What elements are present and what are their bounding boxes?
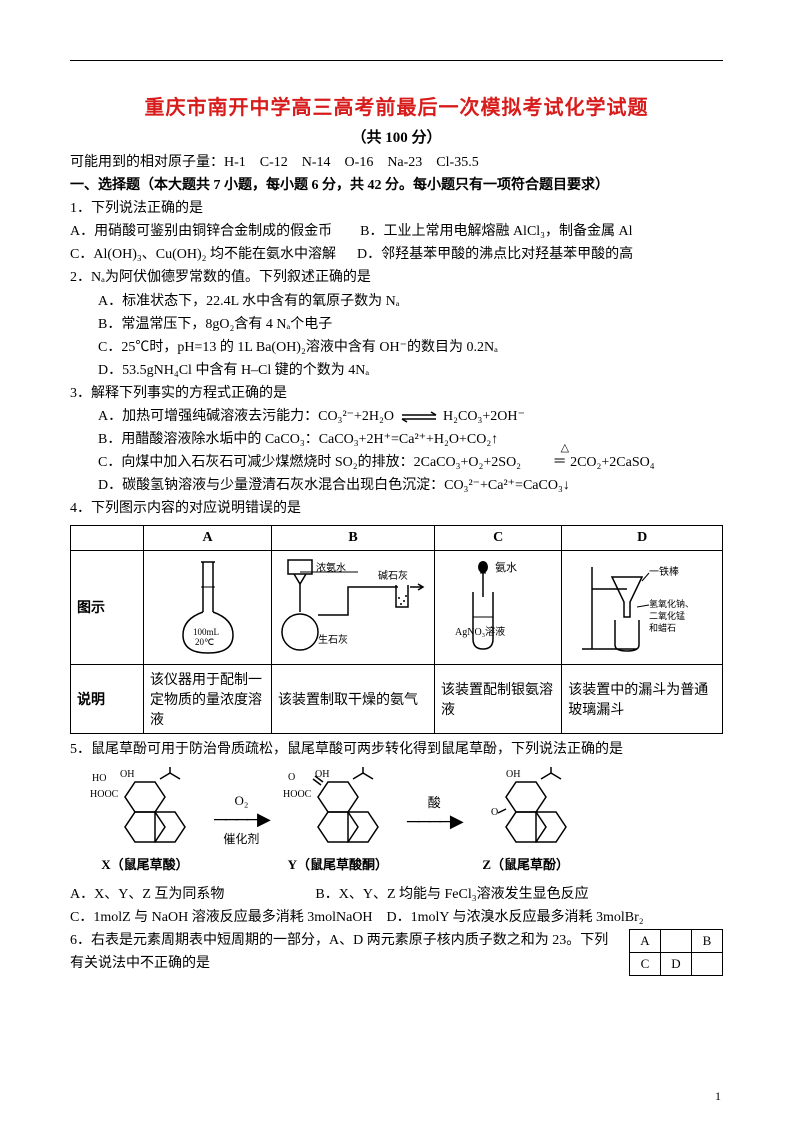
q1-optB: B．工业上常用电解熔融 AlCl₃，制备金属 Al bbox=[360, 224, 632, 239]
svg-text:20℃: 20℃ bbox=[195, 637, 214, 647]
page-number: 1 bbox=[715, 1089, 721, 1104]
q1-optD: D．邻羟基苯甲酸的沸点比对羟基苯甲酸的高 bbox=[357, 247, 633, 262]
equilibrium-arrow-icon bbox=[398, 409, 444, 424]
svg-text:氢氧化钠、: 氢氧化钠、 bbox=[649, 598, 694, 609]
q4-row-desc: 说明 bbox=[71, 664, 144, 733]
q5-row2: C．1molZ 与 NaOH 溶液反应最多消耗 3molNaOH D．1molY… bbox=[70, 906, 723, 929]
q1-row1: A．用硝酸可鉴别由铜锌合金制成的假金币 B．工业上常用电解熔融 AlCl₃，制备… bbox=[70, 220, 723, 243]
svg-text:HOOC: HOOC bbox=[90, 789, 119, 800]
section-heading: 一、选择题（本大题共 7 小题，每小题 6 分，共 42 分。每小题只有一项符合… bbox=[70, 174, 723, 197]
svg-text:OH: OH bbox=[506, 769, 520, 780]
q4-descA: 该仪器用于配制一定物质的量浓度溶液 bbox=[144, 664, 272, 733]
page-title: 重庆市南开中学高三高考前最后一次模拟考试化学试题 bbox=[70, 91, 723, 120]
q2-optD: D．53.5gNH₄Cl 中含有 H–Cl 键的个数为 4Nₐ bbox=[70, 359, 723, 382]
q2-optA: A．标准状态下，22.4L 水中含有的氧原子数为 Nₐ bbox=[70, 290, 723, 313]
q5-row1: A．X、Y、Z 互为同系物 B．X、Y、Z 均能与 FeCl₃溶液发生显色反应 bbox=[70, 883, 723, 906]
q3-optB: B．用醋酸溶液除水垢中的 CaCO₃：CaCO₃+2H⁺=Ca²⁺+H₂O+CO… bbox=[70, 428, 723, 451]
q4-table: A B C D 图示 100mL 20℃ bbox=[70, 525, 723, 734]
q5-optB: B．X、Y、Z 均能与 FeCl₃溶液发生显色反应 bbox=[315, 887, 588, 902]
q1-stem: 1．下列说法正确的是 bbox=[70, 197, 723, 220]
molecule-x-icon: HO OH HOOC bbox=[90, 767, 200, 847]
svg-text:生石灰: 生石灰 bbox=[318, 633, 348, 646]
q4-descC: 该装置配制银氨溶液 bbox=[435, 664, 562, 733]
q6-stem: 6．右表是元素周期表中短周期的一部分，A、D 两元素原子核内质子数之和为 23。… bbox=[70, 929, 723, 975]
volumetric-flask-icon: 100mL 20℃ bbox=[150, 555, 265, 660]
molecule-z-icon: OH O bbox=[476, 767, 576, 847]
q4-descB: 该装置制取干燥的氨气 bbox=[272, 664, 435, 733]
svg-text:AgNO₃溶液: AgNO₃溶液 bbox=[455, 625, 505, 638]
q3-optA: A．加热可增强纯碱溶液去污能力：CO₃²⁻+2H₂O H₂CO₃+2OH⁻ bbox=[70, 405, 723, 428]
funnel-stand-icon: 一铁棒 氢氧化钠、 二氧化锰 和蜡石 bbox=[568, 555, 716, 660]
svg-text:一铁棒: 一铁棒 bbox=[649, 565, 679, 578]
q4-descD: 该装置中的漏斗为普通玻璃漏斗 bbox=[562, 664, 723, 733]
dropper-tube-icon: 氨水 AgNO₃溶液 bbox=[441, 555, 555, 660]
q4-col-B: B bbox=[272, 525, 435, 550]
svg-text:OH: OH bbox=[120, 769, 134, 780]
svg-text:和蜡石: 和蜡石 bbox=[649, 622, 676, 633]
svg-text:二氧化锰: 二氧化锰 bbox=[649, 610, 685, 621]
molecule-y-icon: OOH HOOC bbox=[283, 767, 393, 847]
q3-optC: C．向煤中加入石灰石可减少煤燃烧时 SO₂的排放：2CaCO₃+O₂+2SO₂ … bbox=[70, 451, 723, 474]
q5-optD: D．1molY 与浓溴水反应最多消耗 3molBr₂ bbox=[387, 910, 644, 925]
q1-optC: C．Al(OH)₃、Cu(OH)₂ 均不能在氨水中溶解 bbox=[70, 247, 336, 262]
q4-col-D: D bbox=[562, 525, 723, 550]
q6-periodic-table: AB CD bbox=[629, 929, 723, 976]
svg-text:HOOC: HOOC bbox=[283, 789, 312, 800]
svg-text:HO: HO bbox=[92, 773, 106, 784]
q4-row-img: 图示 bbox=[71, 550, 144, 664]
svg-text:O: O bbox=[288, 772, 295, 783]
q2-optC: C．25℃时，pH=13 的 1L Ba(OH)₂溶液中含有 OH⁻的数目为 0… bbox=[70, 336, 723, 359]
heat-arrow-icon: △ ＝ bbox=[525, 451, 567, 474]
q4-stem: 4．下列图示内容的对应说明错误的是 bbox=[70, 497, 723, 520]
q5-stem: 5．鼠尾草酚可用于防治骨质疏松，鼠尾草酸可两步转化得到鼠尾草酚，下列说法正确的是 bbox=[70, 738, 723, 761]
q3-optD: D．碳酸氢钠溶液与少量澄清石灰水混合出现白色沉淀：CO₃²⁻+Ca²⁺=CaCO… bbox=[70, 474, 723, 497]
svg-text:碱石灰: 碱石灰 bbox=[378, 569, 408, 582]
q5-reaction-scheme: HOOH HOOC X（鼠尾草酸） O₂ ────▶ 催化剂 OOH HOOC bbox=[90, 767, 723, 873]
svg-text:O: O bbox=[491, 807, 498, 818]
q5-optA: A．X、Y、Z 互为同系物 bbox=[70, 887, 224, 902]
subtitle: （共 100 分） bbox=[70, 126, 723, 147]
svg-text:100mL: 100mL bbox=[193, 627, 219, 637]
svg-text:氨水: 氨水 bbox=[495, 561, 517, 574]
q4-col-A: A bbox=[144, 525, 272, 550]
q1-row2: C．Al(OH)₃、Cu(OH)₂ 均不能在氨水中溶解 D．邻羟基苯甲酸的沸点比… bbox=[70, 243, 723, 266]
q4-col-C: C bbox=[435, 525, 562, 550]
q1-optA: A．用硝酸可鉴别由铜锌合金制成的假金币 bbox=[70, 224, 332, 239]
atomic-masses: 可能用到的相对原子量：H-1 C-12 N-14 O-16 Na-23 Cl-3… bbox=[70, 151, 723, 174]
q3-stem: 3．解释下列事实的方程式正确的是 bbox=[70, 382, 723, 405]
q5-optC: C．1molZ 与 NaOH 溶液反应最多消耗 3molNaOH bbox=[70, 910, 373, 925]
ammonia-apparatus-icon: 浓氨水 生石灰 碱石灰 bbox=[278, 555, 428, 660]
q2-optB: B．常温常压下，8gO₂含有 4 Nₐ个电子 bbox=[70, 313, 723, 336]
q2-stem: 2．Nₐ为阿伏伽德罗常数的值。下列叙述正确的是 bbox=[70, 266, 723, 289]
